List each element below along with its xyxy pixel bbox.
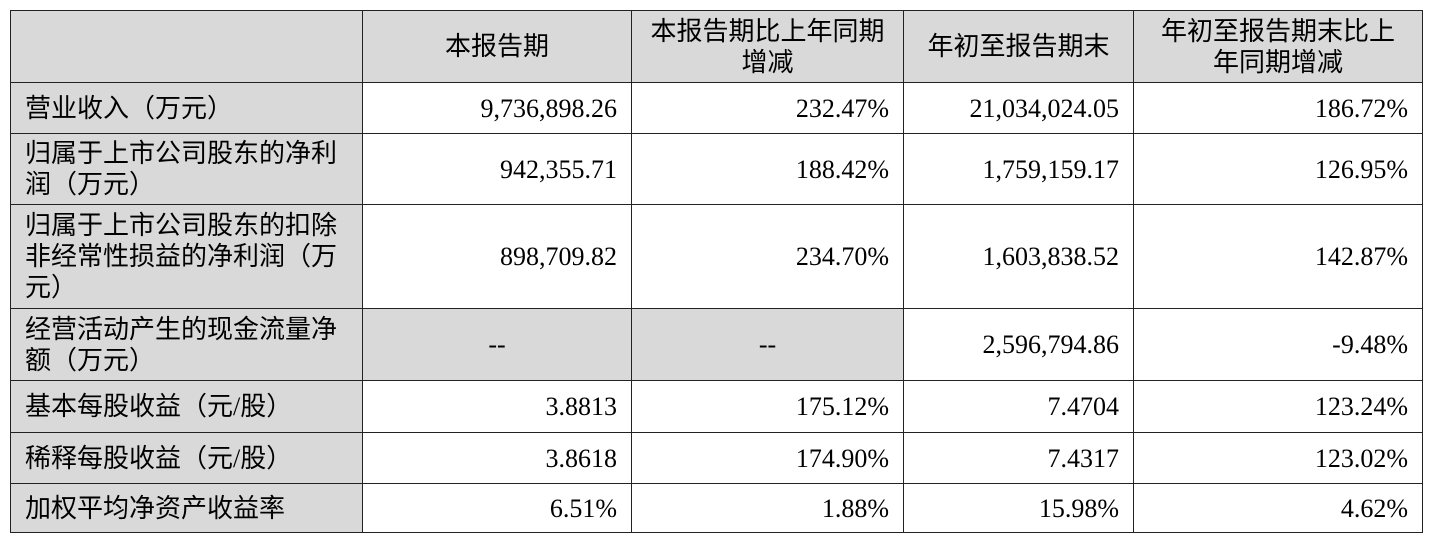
row-label: 基本每股收益（元/股） xyxy=(10,380,363,433)
cell-value: 942,355.71 xyxy=(362,133,632,205)
header-corner xyxy=(10,10,363,83)
cell-value: 7.4704 xyxy=(903,380,1134,433)
cell-value: 175.12% xyxy=(631,380,904,433)
row-label: 经营活动产生的现金流量净额（万元） xyxy=(10,308,363,381)
cell-value: 6.51% xyxy=(362,483,632,533)
cell-value: 1,603,838.52 xyxy=(903,204,1134,309)
cell-value: -- xyxy=(631,308,904,381)
row-label: 稀释每股收益（元/股） xyxy=(10,432,363,484)
cell-value: 232.47% xyxy=(631,82,904,134)
table-row: 归属于上市公司股东的净利润（万元） 942,355.71 188.42% 1,759,… xyxy=(10,133,1423,205)
row-label: 归属于上市公司股东的净利润（万元） xyxy=(10,133,363,205)
column-header: 本报告期 xyxy=(362,10,632,83)
cell-value: 3.8618 xyxy=(362,432,632,484)
table-row: 经营活动产生的现金流量净额（万元） -- -- 2,596,794.86 -9.48% xyxy=(10,308,1423,381)
cell-value: 188.42% xyxy=(631,133,904,205)
cell-value: 15.98% xyxy=(903,483,1134,533)
cell-value: 174.90% xyxy=(631,432,904,484)
cell-value: 898,709.82 xyxy=(362,204,632,309)
cell-value: 186.72% xyxy=(1133,82,1423,134)
cell-value: 126.95% xyxy=(1133,133,1423,205)
cell-value: 1,759,159.17 xyxy=(903,133,1134,205)
column-header: 年初至报告期末比上年同期增减 xyxy=(1133,10,1423,83)
table-body: 营业收入（万元） 9,736,898.26 232.47% 21,034,024.05… xyxy=(10,82,1423,533)
column-header: 本报告期比上年同期增减 xyxy=(631,10,904,83)
cell-value: -- xyxy=(362,308,632,381)
cell-value: 7.4317 xyxy=(903,432,1134,484)
cell-value: 9,736,898.26 xyxy=(362,82,632,134)
row-label: 营业收入（万元） xyxy=(10,82,363,134)
table-row: 归属于上市公司股东的扣除非经常性损益的净利润（万元） 898,709.82 234.… xyxy=(10,204,1423,309)
row-label: 归属于上市公司股东的扣除非经常性损益的净利润（万元） xyxy=(10,204,363,309)
cell-value: 123.24% xyxy=(1133,380,1423,433)
cell-value: 1.88% xyxy=(631,483,904,533)
cell-value: 21,034,024.05 xyxy=(903,82,1134,134)
cell-value: 4.62% xyxy=(1133,483,1423,533)
table-row: 加权平均净资产收益率 6.51% 1.88% 15.98% 4.62% xyxy=(10,483,1423,533)
cell-value: 234.70% xyxy=(631,204,904,309)
column-header: 年初至报告期末 xyxy=(903,10,1134,83)
cell-value: 142.87% xyxy=(1133,204,1423,309)
header-row: 本报告期 本报告期比上年同期增减 年初至报告期末 年初至报告期末比上年同期增减 xyxy=(10,10,1423,83)
table-row: 稀释每股收益（元/股） 3.8618 174.90% 7.4317 123.02% xyxy=(10,432,1423,484)
table-row: 基本每股收益（元/股） 3.8813 175.12% 7.4704 123.24% xyxy=(10,380,1423,433)
table-row: 营业收入（万元） 9,736,898.26 232.47% 21,034,024.05… xyxy=(10,82,1423,134)
cell-value: 3.8813 xyxy=(362,380,632,433)
cell-value: -9.48% xyxy=(1133,308,1423,381)
data-table: 本报告期 本报告期比上年同期增减 年初至报告期末 年初至报告期末比上年同期增减 营业收… xyxy=(10,10,1423,533)
cell-value: 2,596,794.86 xyxy=(903,308,1134,381)
row-label: 加权平均净资产收益率 xyxy=(10,483,363,533)
cell-value: 123.02% xyxy=(1133,432,1423,484)
